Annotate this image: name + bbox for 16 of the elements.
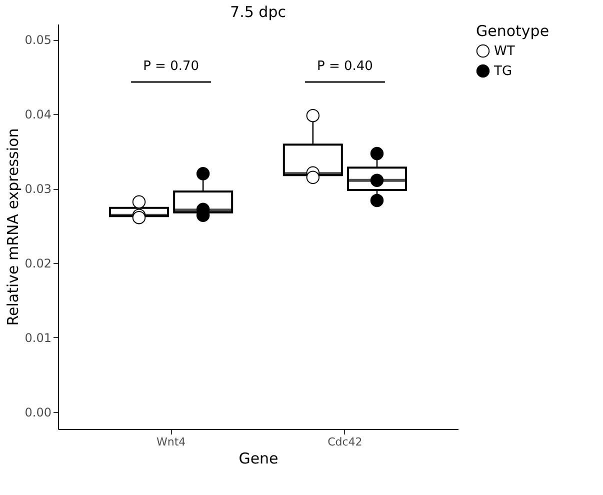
- x-axis-title: Gene: [238, 450, 278, 468]
- y-tick-label: 0.02: [24, 256, 52, 270]
- y-tick-label: 0.04: [24, 108, 52, 122]
- y-tick-label: 0.03: [24, 182, 52, 196]
- legend-title: Genotype: [476, 22, 550, 40]
- y-tick-label: 0.00: [24, 405, 52, 420]
- y-axis-title: Relative mRNA expression: [4, 128, 22, 326]
- annotation: P = 0.40: [316, 59, 373, 74]
- y-tick-label: 0.05: [24, 33, 52, 48]
- x-tick-label: Wnt4: [156, 436, 186, 448]
- x-tick-label: Cdc42: [328, 436, 362, 448]
- chart-title: 7.5 dpc: [230, 3, 286, 21]
- y-tick-label: 0.01: [24, 330, 52, 345]
- legend-label: WT: [494, 44, 515, 59]
- legend-label: TG: [493, 64, 512, 79]
- annotation: P = 0.70: [143, 59, 200, 74]
